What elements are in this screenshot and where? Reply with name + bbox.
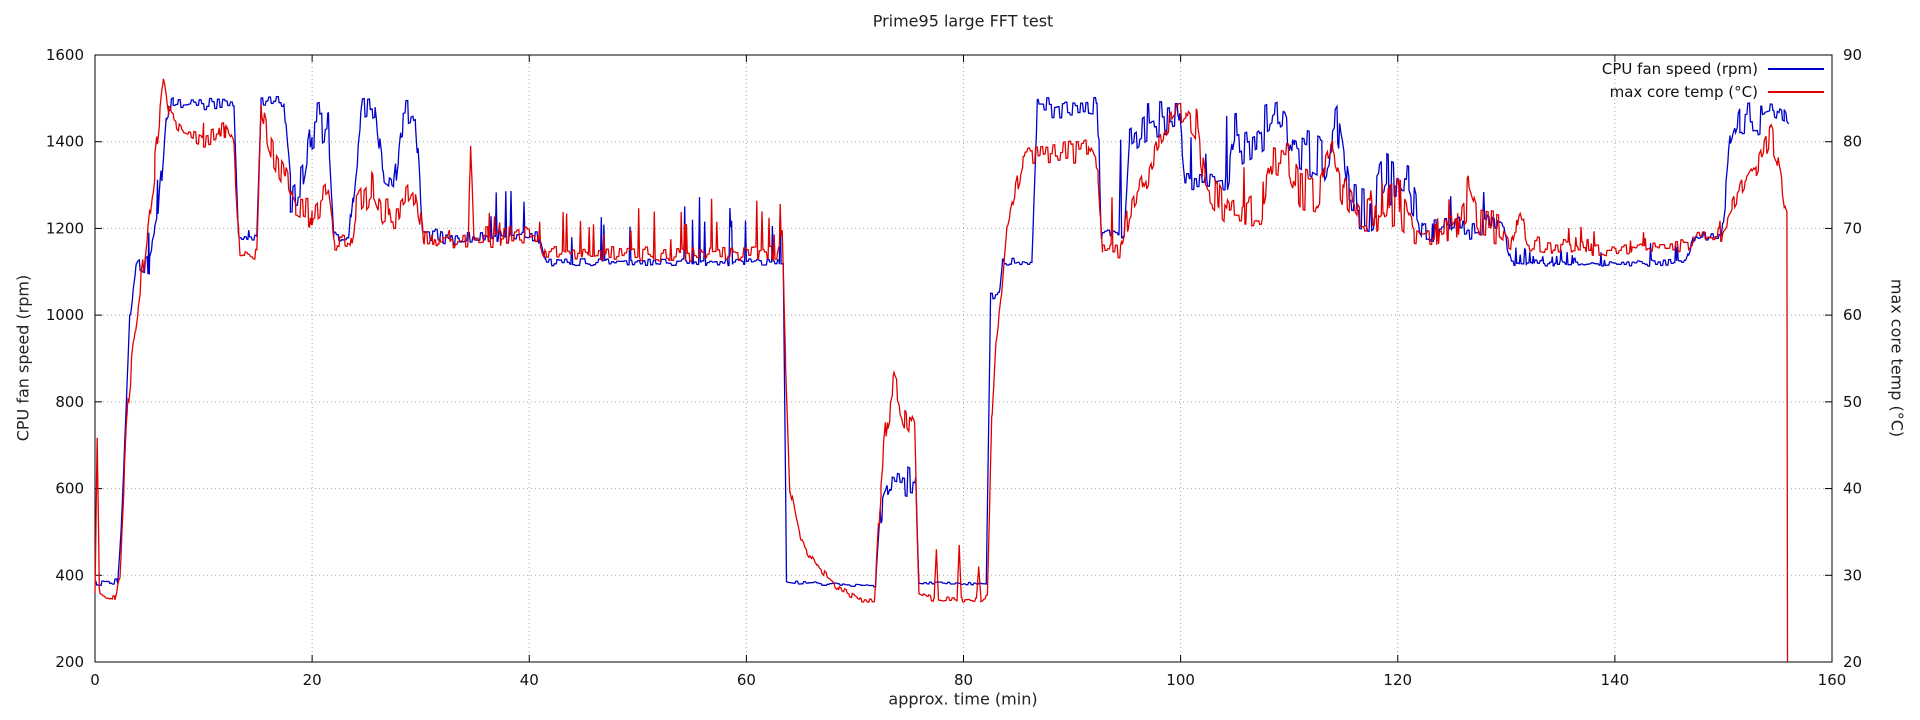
y-tick-label-right: 40: [1843, 480, 1862, 498]
legend-line-sample-core-temp: [1768, 91, 1824, 93]
x-tick-label: 20: [303, 671, 322, 689]
y-tick-label-right: 90: [1843, 46, 1862, 64]
y-tick-label-left: 200: [55, 653, 84, 671]
x-tick-label: 40: [520, 671, 539, 689]
y-tick-label-right: 50: [1843, 393, 1862, 411]
legend-item-fan-speed: CPU fan speed (rpm): [1602, 60, 1824, 78]
x-tick-label: 60: [737, 671, 756, 689]
y-tick-label-left: 1600: [46, 46, 84, 64]
legend-line-sample-fan-speed: [1768, 68, 1824, 70]
max-core-temp-line: [94, 78, 1789, 663]
chart-title: Prime95 large FFT test: [872, 11, 1054, 31]
x-tick-label: 140: [1601, 671, 1630, 689]
x-tick-label: 80: [954, 671, 973, 689]
y-tick-label-left: 600: [55, 480, 84, 498]
x-tick-label: 160: [1818, 671, 1847, 689]
cpu-fan-speed-line: [94, 95, 1790, 588]
y-axis-label-left: CPU fan speed (rpm): [13, 274, 33, 442]
y-tick-label-left: 400: [55, 566, 84, 584]
legend-item-core-temp: max core temp (°C): [1610, 83, 1824, 101]
x-axis-label: approx. time (min): [888, 689, 1038, 709]
x-tick-label: 0: [90, 671, 100, 689]
legend-label-core-temp: max core temp (°C): [1609, 83, 1758, 101]
plot-border: [94, 54, 1833, 663]
y-tick-label-right: 70: [1843, 219, 1862, 237]
y-tick-label-left: 1000: [46, 306, 84, 324]
x-tick-label: 100: [1166, 671, 1195, 689]
x-tick-label: 120: [1383, 671, 1412, 689]
y-tick-label-left: 1400: [46, 133, 84, 151]
y-tick-label-right: 80: [1843, 133, 1862, 151]
legend: CPU fan speed (rpm) max core temp (°C): [1602, 60, 1824, 101]
y-tick-label-left: 1200: [46, 219, 84, 237]
y-tick-label-right: 60: [1843, 306, 1862, 324]
y-axis-label-right: max core temp (°C): [1887, 278, 1907, 438]
y-tick-label-right: 20: [1843, 653, 1862, 671]
legend-label-fan-speed: CPU fan speed (rpm): [1601, 60, 1758, 78]
y-tick-label-right: 30: [1843, 566, 1862, 584]
y-tick-label-left: 800: [55, 393, 84, 411]
